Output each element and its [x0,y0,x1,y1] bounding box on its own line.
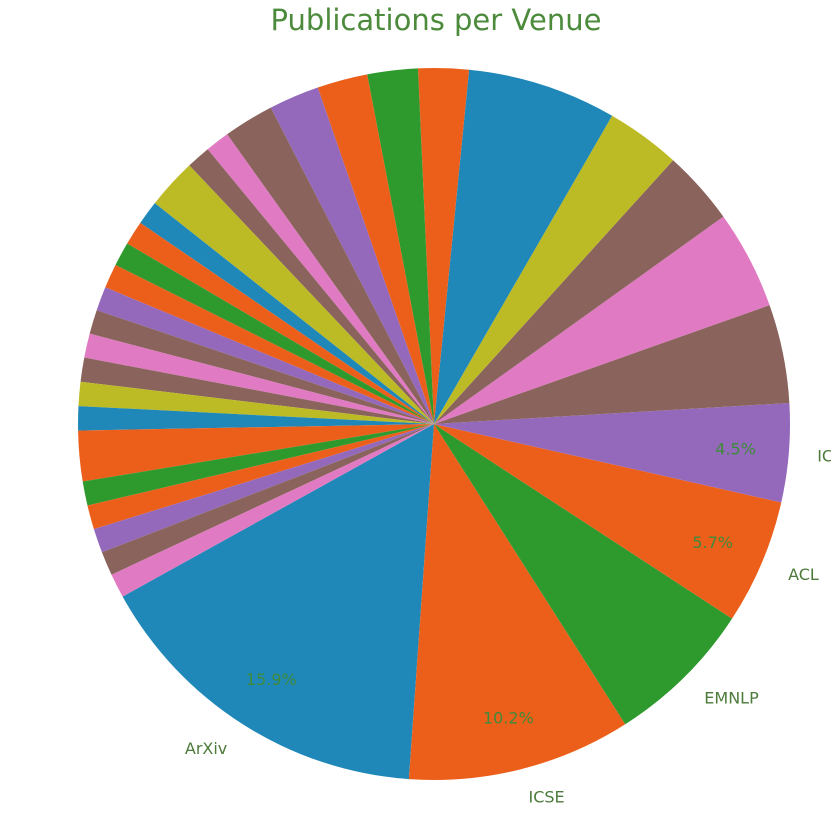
pie-slice [317,74,434,425]
pie-slice [207,134,434,424]
slice-label: ICSE [528,788,564,807]
pie-slice [93,424,434,553]
pie-slice [115,243,435,424]
pie-slice [227,107,434,424]
pie-slice [434,216,770,424]
slice-label: ArXiv [185,739,227,758]
pie-slice [434,160,724,424]
slice-label: EMNLP [704,688,759,707]
pie-slice [434,115,674,424]
pie-slice [82,424,435,506]
pie-slice [78,406,435,431]
pie-slice [78,381,434,424]
pie-slice [434,424,782,619]
pie-slice [78,424,435,482]
pie-slice [408,424,626,780]
pie-slice [154,165,434,424]
slice-percent-label: 5.7% [692,533,733,552]
pie-slice [189,149,434,424]
pie-slice [111,424,434,597]
pie-slice [105,265,435,424]
slice-label: ICLR [817,446,831,465]
pie-slice [367,68,434,424]
pie-slice [80,357,434,424]
slice-percent-label: 4.5% [715,440,756,459]
pie-slice [434,305,790,424]
pie-slice [270,87,434,424]
pie-slice [140,203,434,424]
pie-slice [434,424,733,725]
slice-label: ACL [788,565,819,584]
percent-labels: 15.9% 10.2% 5.7% 4.5% [246,440,756,728]
pie-slices [78,67,790,780]
slice-percent-label: 10.2% [483,708,534,727]
pie-slice [434,69,613,424]
pie-slice [96,287,434,424]
pie-slice [122,424,435,780]
pie-slice [101,424,435,575]
pie-slice [417,67,470,424]
pie-slice [434,402,790,503]
pie-slice [87,424,434,530]
slice-percent-label: 15.9% [246,670,297,689]
pie-slice [89,310,435,424]
chart-title: Publications per Venue [271,3,602,37]
pie-slice [84,333,435,424]
pie-slice [127,222,434,424]
category-labels: ArXiv ICSE EMNLP ACL ICLR [185,446,831,806]
